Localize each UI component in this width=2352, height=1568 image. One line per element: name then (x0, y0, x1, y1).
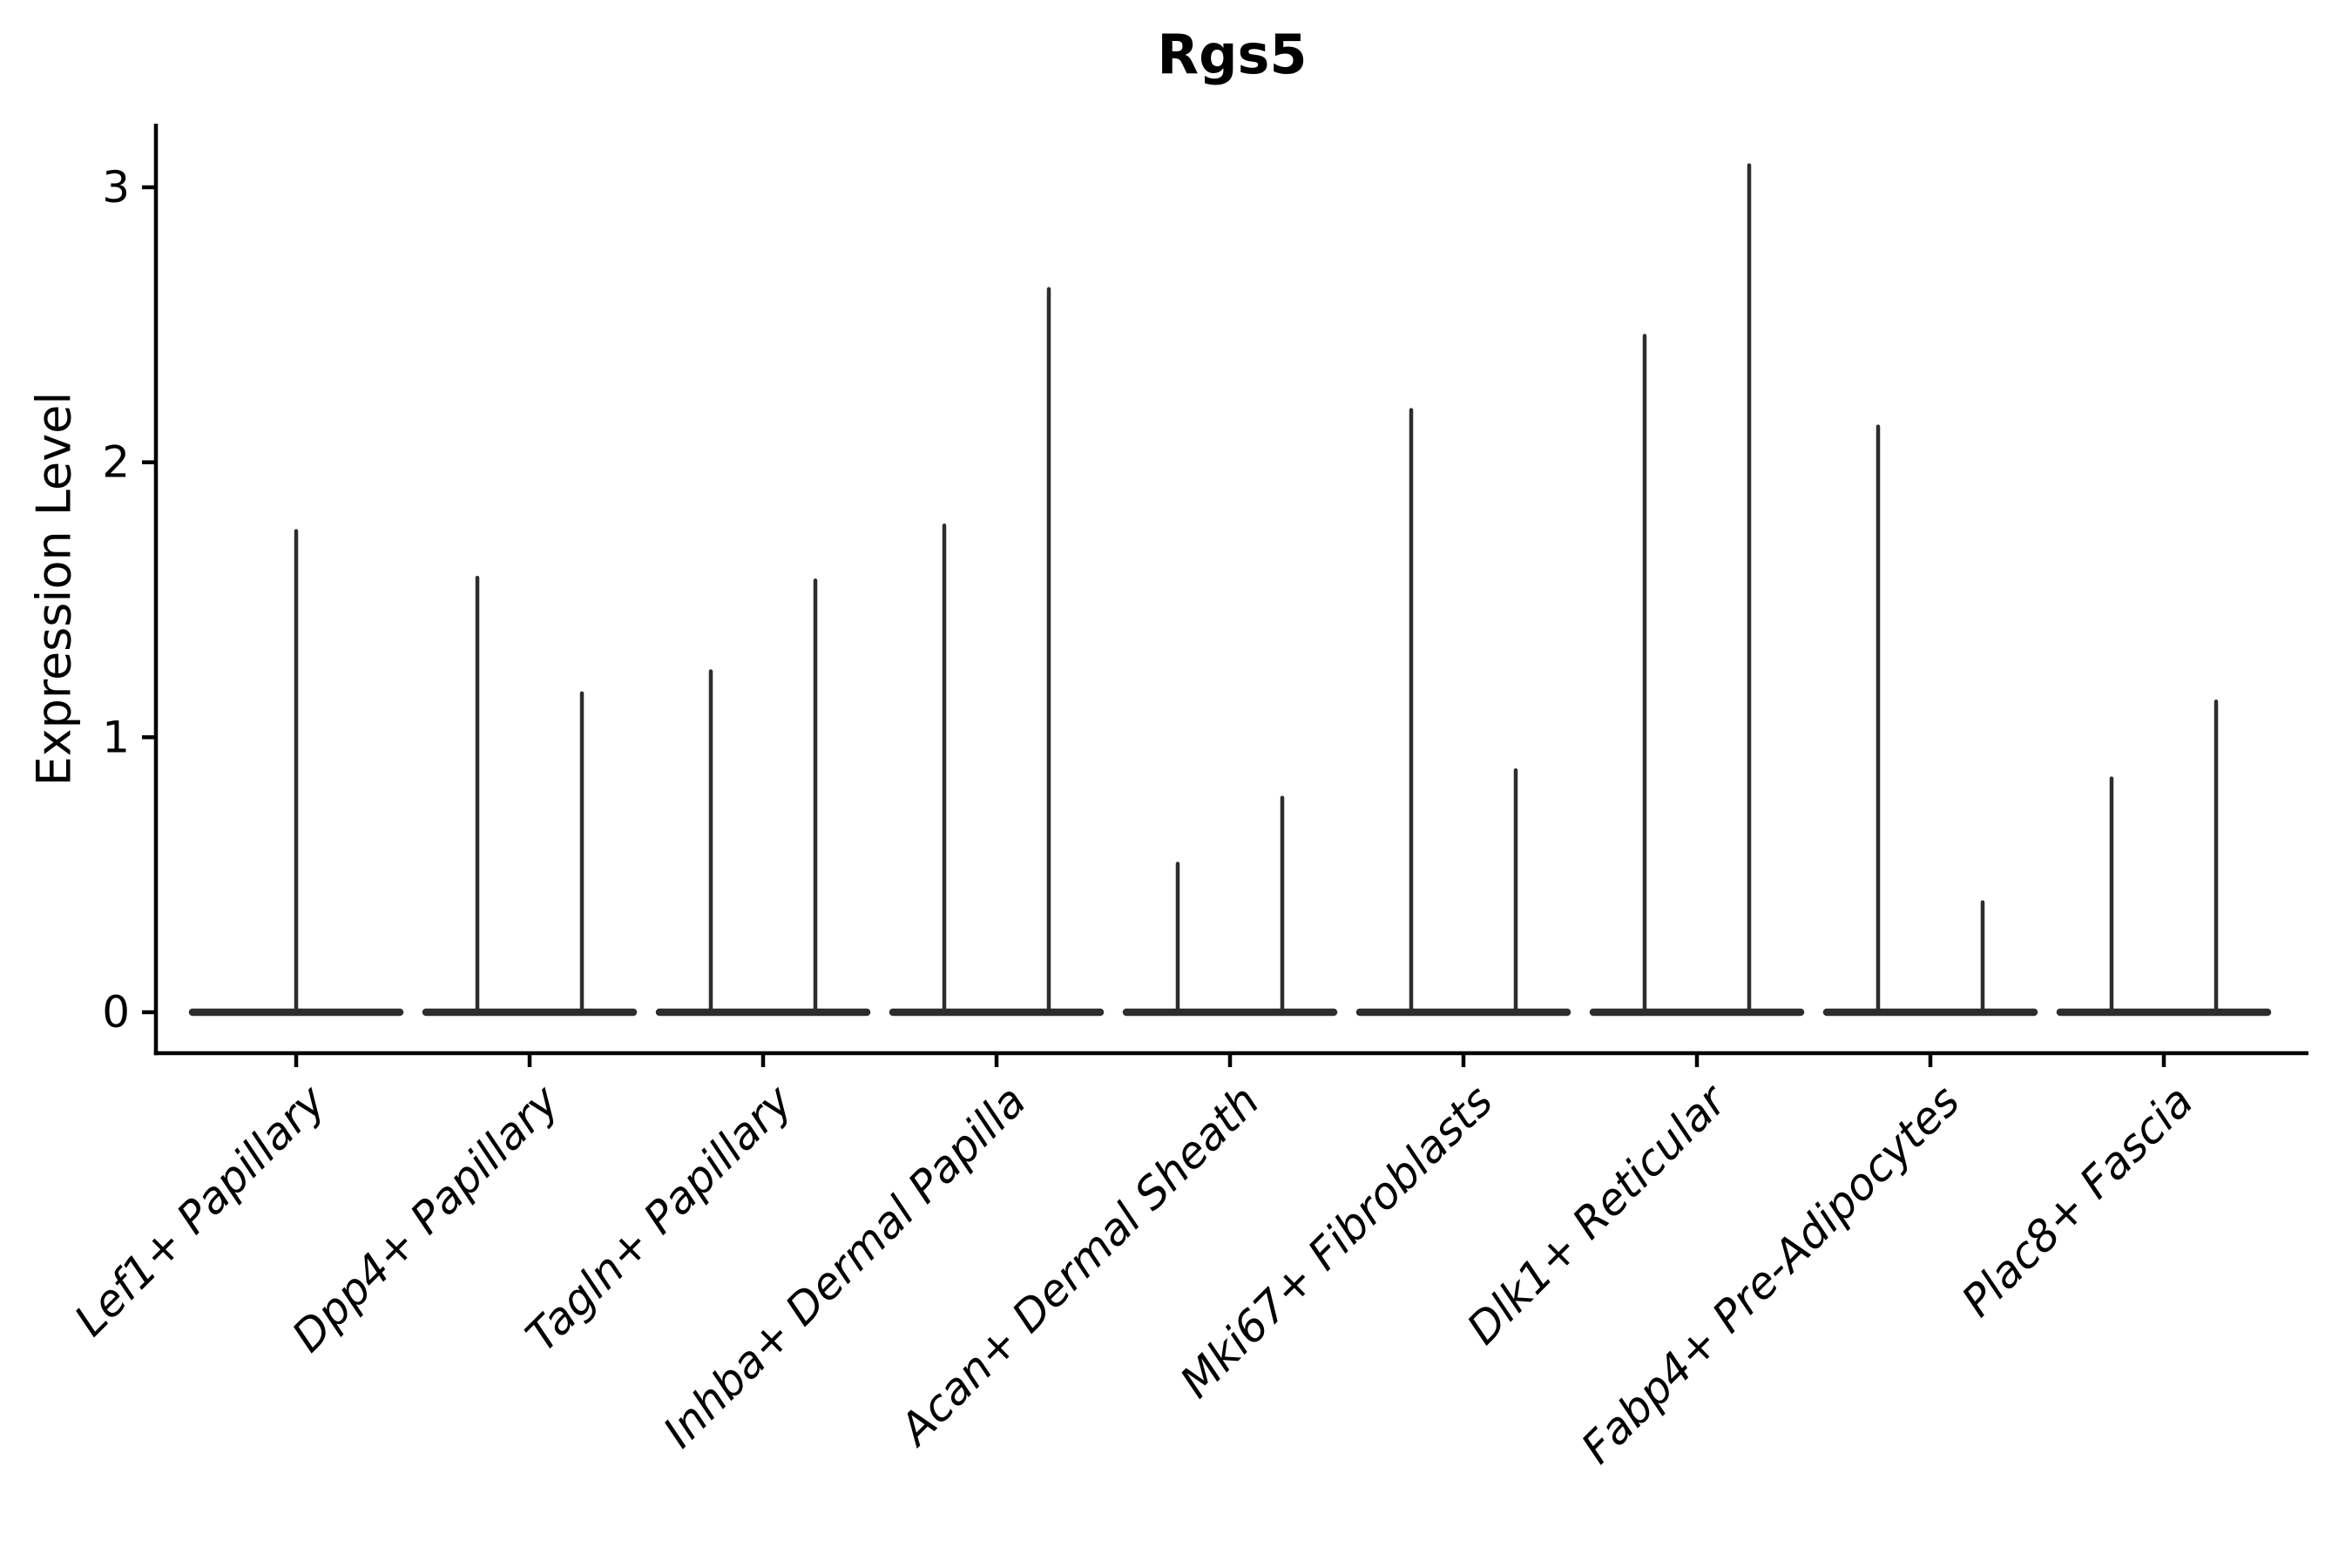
x-category-label: Dlk1+ Reticular (1457, 1073, 1738, 1354)
chart-title: Rgs5 (1157, 23, 1308, 86)
x-category-label: Plac8+ Fascia (1952, 1076, 2203, 1327)
y-tick-label: 2 (102, 437, 130, 488)
y-tick-label: 1 (102, 712, 130, 762)
x-category-label: Fabp4+ Pre-Adipocytes (1571, 1076, 1970, 1474)
y-tick-label: 3 (102, 162, 130, 213)
y-tick-label: 0 (102, 987, 130, 1037)
y-axis-label: Expression Level (26, 391, 82, 787)
x-category-label: Lef1+ Papillary (64, 1075, 335, 1346)
